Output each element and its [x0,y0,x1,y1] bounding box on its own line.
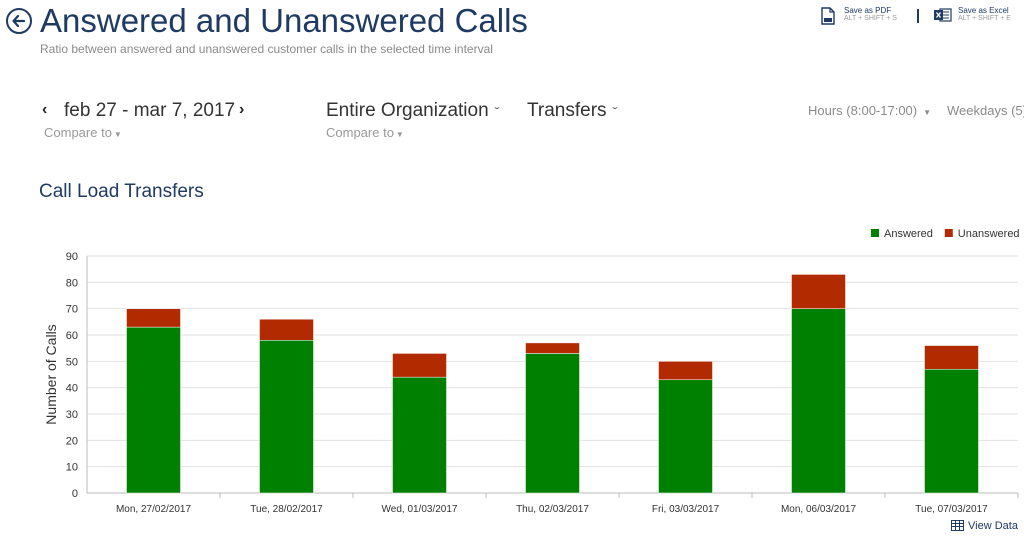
page-title: Answered and Unanswered Calls [40,2,528,39]
view-data-label: View Data [968,520,1018,532]
chevron-down-icon: ˇ [494,105,500,119]
save-as-excel-shortcut: ALT + SHIFT + E [958,15,1011,22]
y-tick-label: 70 [66,304,78,316]
bar-unanswered [126,308,181,328]
y-axis-label: Number of Calls [43,324,59,424]
legend-label-unanswered: Unanswered [958,228,1020,240]
x-tick-label: Tue, 28/02/2017 [250,504,323,515]
page-subtitle: Ratio between answered and unanswered cu… [40,42,493,56]
legend-swatch-unanswered [944,229,953,237]
table-icon [951,520,964,531]
y-tick-label: 40 [66,383,78,395]
previous-period-arrow[interactable]: ‹ [42,101,48,118]
save-as-pdf-shortcut: ALT + SHIFT + S [844,15,897,22]
save-as-pdf-label: Save as PDF [844,6,892,15]
scope-label: Entire Organization [326,100,489,121]
excel-file-icon [934,8,952,22]
bar-unanswered [525,342,580,354]
y-tick-label: 10 [66,462,78,474]
chevron-down-icon: ˇ [611,105,618,119]
export-divider [917,9,919,23]
save-as-excel-label: Save as Excel [958,6,1009,15]
y-tick-label: 80 [66,277,78,289]
y-tick-label: 50 [66,356,78,368]
bar-answered [658,379,713,494]
scope-dropdown[interactable]: Entire Organization ˇ [326,100,499,122]
x-tick-label: Fri, 03/03/2017 [652,504,720,515]
legend-label-answered: Answered [884,228,933,240]
next-period-arrow[interactable]: › [239,101,245,118]
section-title: Call Load Transfers [39,181,204,202]
y-tick-label: 90 [66,251,78,263]
pdf-file-icon [821,7,835,25]
x-tick-label: Thu, 02/03/2017 [516,504,589,515]
save-as-excel-button[interactable]: Save as Excel ALT + SHIFT + E [932,5,1020,33]
bar-answered [126,326,181,494]
x-tick-label: Wed, 01/03/2017 [382,504,458,515]
bar-unanswered [392,353,447,378]
back-button[interactable] [6,8,32,34]
weekdays-dropdown[interactable]: Weekdays (5) [947,103,1024,118]
bar-unanswered [924,345,979,370]
x-tick-label: Tue, 07/03/2017 [915,504,988,515]
bar-answered [525,353,580,494]
y-tick-label: 60 [66,330,78,342]
bar-unanswered [259,318,314,341]
compare-to-label: Compare to [44,125,112,140]
bar-answered [924,368,979,494]
hours-dropdown[interactable]: Hours (8:00-17:00) ▼ [808,103,931,118]
metric-dropdown[interactable]: Transfers ˇ [527,100,617,122]
bar-unanswered [658,361,713,381]
save-as-pdf-button[interactable]: Save as PDF ALT + SHIFT + S [818,5,910,33]
legend-swatch-answered [871,229,879,237]
view-data-button[interactable]: View Data [951,520,1018,532]
scope-compare-label: Compare to [326,125,394,140]
date-range-picker[interactable]: feb 27 - mar 7, 2017 [64,100,236,121]
arrow-left-icon [12,14,26,28]
bar-answered [791,308,846,494]
compare-to-date-dropdown[interactable]: Compare to ▼ [44,125,122,140]
chevron-down-icon: ▼ [395,130,404,139]
chevron-down-icon: ▼ [923,108,932,117]
bar-answered [392,376,447,494]
y-tick-label: 0 [72,488,78,500]
bar-unanswered [791,274,846,309]
chevron-down-icon: ▼ [113,130,122,139]
metric-label: Transfers [527,100,607,121]
bar-answered [259,340,314,494]
y-tick-label: 20 [66,435,78,447]
y-tick-label: 30 [66,409,78,421]
x-tick-label: Mon, 06/03/2017 [781,504,856,515]
x-tick-label: Mon, 27/02/2017 [116,504,191,515]
compare-to-scope-dropdown[interactable]: Compare to ▼ [326,125,404,140]
hours-label: Hours (8:00-17:00) [808,103,918,118]
